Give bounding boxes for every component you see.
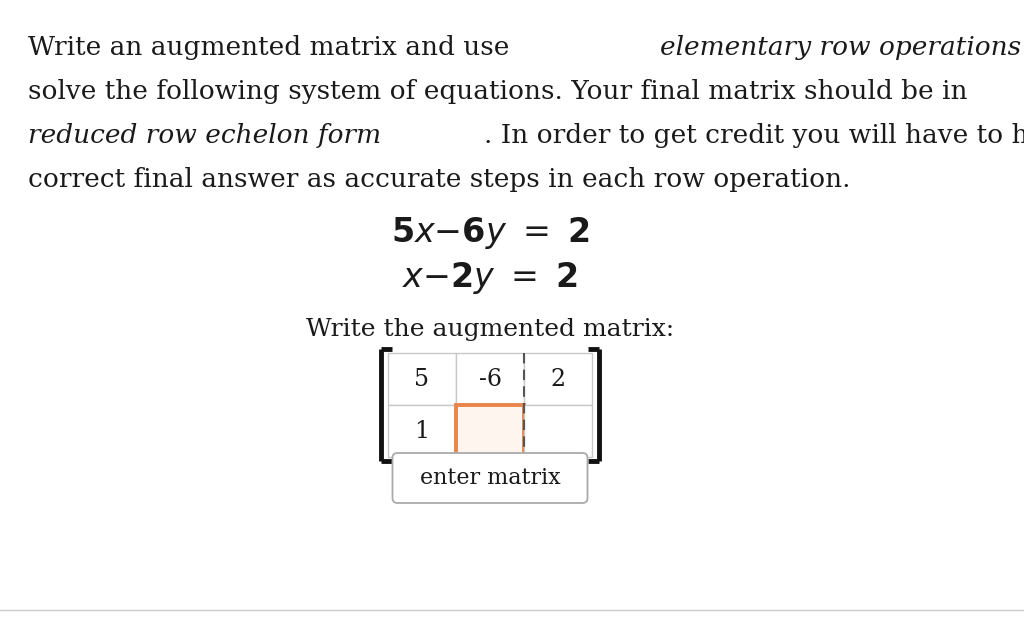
Bar (388, 353, 456, 405)
Text: Write the augmented matrix:: Write the augmented matrix: (306, 318, 674, 341)
Text: 1: 1 (415, 420, 429, 443)
FancyBboxPatch shape (392, 453, 588, 503)
Text: 2: 2 (551, 368, 565, 391)
Text: reduced row echelon form: reduced row echelon form (28, 123, 381, 148)
Text: . In order to get credit you will have to have a: . In order to get credit you will have t… (483, 123, 1024, 148)
Text: enter matrix: enter matrix (420, 467, 560, 489)
Text: solve the following system of equations. Your final matrix should be in: solve the following system of equations.… (28, 79, 968, 104)
Text: Write an augmented matrix and use: Write an augmented matrix and use (28, 35, 518, 60)
Text: elementary row operations: elementary row operations (659, 35, 1021, 60)
Text: $\bf{5}$$\it{x}$$-$$\bf{6}$$\it{y}$ $=$ $\bf{2}$: $\bf{5}$$\it{x}$$-$$\bf{6}$$\it{y}$ $=$ … (391, 215, 589, 251)
Text: correct final answer as accurate steps in each row operation.: correct final answer as accurate steps i… (28, 167, 851, 192)
Text: -6: -6 (478, 368, 502, 391)
Text: $\it{x}$$-$$\bf{2}$$\it{y}$ $=$ $\bf{2}$: $\it{x}$$-$$\bf{2}$$\it{y}$ $=$ $\bf{2}$ (402, 260, 578, 296)
Bar (524, 353, 592, 405)
Text: 5: 5 (415, 368, 429, 391)
Bar (456, 405, 524, 457)
Bar (524, 405, 592, 457)
Bar (456, 353, 524, 405)
Bar (388, 405, 456, 457)
